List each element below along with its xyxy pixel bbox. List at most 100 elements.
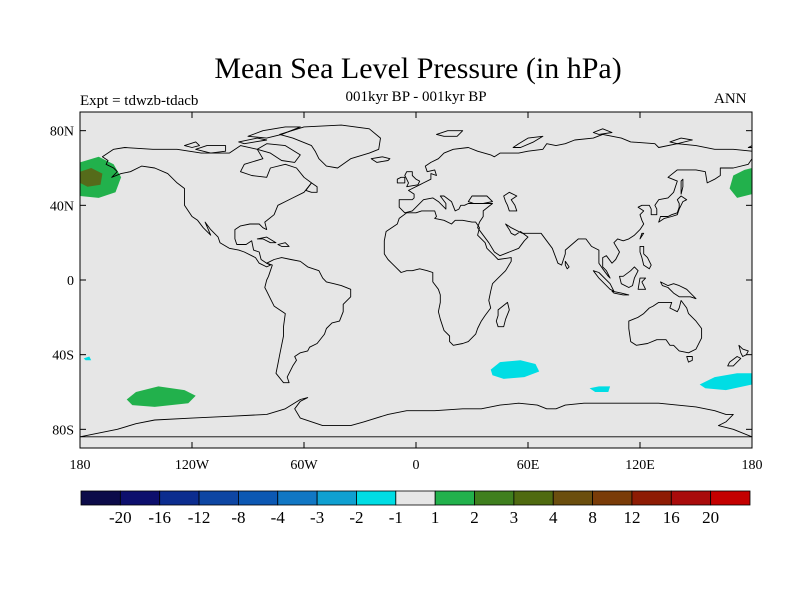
colorbar: -20 -16 -12 -8 -4 -3 -2 -1 1 2 3 4 8 12 16 20 <box>80 490 751 527</box>
lat-tick-label: 0 <box>67 274 74 289</box>
coastline-sri-lanka <box>564 260 570 270</box>
colorbar-segment <box>474 490 515 506</box>
colorbar-segment <box>316 490 357 506</box>
lat-tick-label: 80N <box>50 125 74 140</box>
coastline-caspian-sea <box>503 191 518 212</box>
coastline-greenland <box>279 124 381 169</box>
coastline-taiwan <box>639 232 645 240</box>
coastline-victoria-island <box>195 145 227 154</box>
coastline-cuba <box>256 236 277 244</box>
lon-tick-label: 0 <box>413 458 420 473</box>
coastline-australia <box>628 300 703 354</box>
lat-tick-label: 80S <box>52 423 74 438</box>
coastline-hispaniola <box>277 242 290 247</box>
coastline-antarctica <box>80 397 752 438</box>
colorbar-segment <box>631 490 672 506</box>
coastline-devon-somerset <box>238 137 268 145</box>
coastline-baffin-island <box>256 143 301 163</box>
coastline-svalbard <box>436 130 464 137</box>
coastline-borneo <box>619 266 639 288</box>
colorbar-label: 8 <box>588 508 597 527</box>
colorbar-label: -3 <box>310 508 324 527</box>
colorbar-segment <box>434 490 475 506</box>
colorbar-segment <box>592 490 633 506</box>
coastline-great-britain <box>404 171 421 188</box>
colorbar-segment <box>238 490 279 506</box>
anomaly-region-south-indian-negative <box>490 360 540 379</box>
coastline-new-zealand-south <box>727 356 742 367</box>
season-label: ANN <box>714 91 747 107</box>
lon-tick-label: 120E <box>625 458 655 473</box>
colorbar-label: -20 <box>109 508 132 527</box>
colorbar-segment <box>159 490 200 506</box>
colorbar-label: 2 <box>470 508 479 527</box>
axis-ticks: 80N 40N 0 40S 80S 180 120W 60W 0 60E 120E 180 <box>50 112 763 473</box>
colorbar-label: -12 <box>188 508 211 527</box>
coastline-novaya-zemlya <box>512 135 544 148</box>
lon-tick-label: 120W <box>175 458 210 473</box>
coastline-north-america <box>101 145 312 268</box>
colorbar-label: -16 <box>148 508 171 527</box>
lon-tick-label: 60E <box>517 458 540 473</box>
coastline-java <box>611 290 630 296</box>
coastlines <box>80 124 752 438</box>
anomaly-region-tasman-negative <box>699 373 752 391</box>
coastline-eurasia <box>398 133 752 279</box>
colorbar-label: -2 <box>349 508 363 527</box>
colorbar-label: 20 <box>702 508 719 527</box>
coastline-ireland <box>396 176 406 184</box>
anomaly-region-north-pacific-east-positive <box>729 168 752 198</box>
anomaly-region-south-pacific-positive <box>126 386 196 407</box>
experiment-label: Expt = tdwzb-tdacb <box>80 93 199 109</box>
coastline-new-siberian-islands <box>669 137 693 145</box>
lon-tick-label: 180 <box>70 458 91 473</box>
coastline-sumatra <box>592 270 615 292</box>
colorbar-segment <box>395 490 436 506</box>
colorbar-segment <box>513 490 554 506</box>
colorbar-segment <box>552 490 593 506</box>
anomaly-regions <box>80 156 752 407</box>
coastline-japan <box>658 195 688 223</box>
colorbar-segment <box>710 490 751 506</box>
coastline-tasmania <box>686 356 693 363</box>
lat-tick-label: 40S <box>52 349 74 364</box>
coastline-south-america <box>264 257 352 384</box>
colorbar-segment <box>277 490 318 506</box>
coastline-philippines <box>639 245 652 270</box>
colorbar-label: 16 <box>663 508 680 527</box>
coastline-africa <box>383 210 512 346</box>
colorbar-segment <box>119 490 161 506</box>
anomaly-region-north-pacific-west-core <box>80 168 103 187</box>
anomaly-region-southeast-pacific-speck <box>83 356 92 361</box>
map-plot-area: 80N 40N 0 40S 80S 180 120W 60W 0 60E 120E 180 <box>50 111 763 473</box>
lon-tick-label: 60W <box>290 458 318 473</box>
colorbar-label: -4 <box>271 508 286 527</box>
coastline-wrangel <box>747 145 752 148</box>
colorbar-segment <box>670 490 712 506</box>
coastline-new-guinea <box>660 281 697 300</box>
colorbar-label: 12 <box>623 508 640 527</box>
coastline-black-sea-inner <box>467 195 493 204</box>
colorbar-segment <box>80 490 121 506</box>
coastline-iceland <box>370 156 391 163</box>
colorbar-label: 3 <box>510 508 519 527</box>
colorbar-label: 1 <box>431 508 440 527</box>
coastline-severnaya-zemlya <box>592 128 613 135</box>
chart-title: Mean Sea Level Pressure (in hPa) <box>214 52 622 85</box>
lat-tick-label: 40N <box>50 199 74 214</box>
coastline-newfoundland <box>305 182 318 193</box>
coastline-banks-island <box>184 141 200 148</box>
colorbar-label: -8 <box>231 508 245 527</box>
colorbar-label: 4 <box>549 508 558 527</box>
colorbar-segment <box>198 490 239 506</box>
chart-subtitle: 001kyr BP - 001kyr BP <box>345 89 487 105</box>
colorbar-label: -1 <box>389 508 403 527</box>
colorbar-segment <box>356 490 397 506</box>
coastline-madagascar <box>495 301 510 328</box>
coastline-sakhalin <box>680 178 684 195</box>
coastline-sulawesi <box>637 277 647 290</box>
coastline-ellesmere-island <box>247 126 301 139</box>
anomaly-region-south-indian-small-negative <box>589 386 611 392</box>
lon-tick-label: 180 <box>742 458 763 473</box>
